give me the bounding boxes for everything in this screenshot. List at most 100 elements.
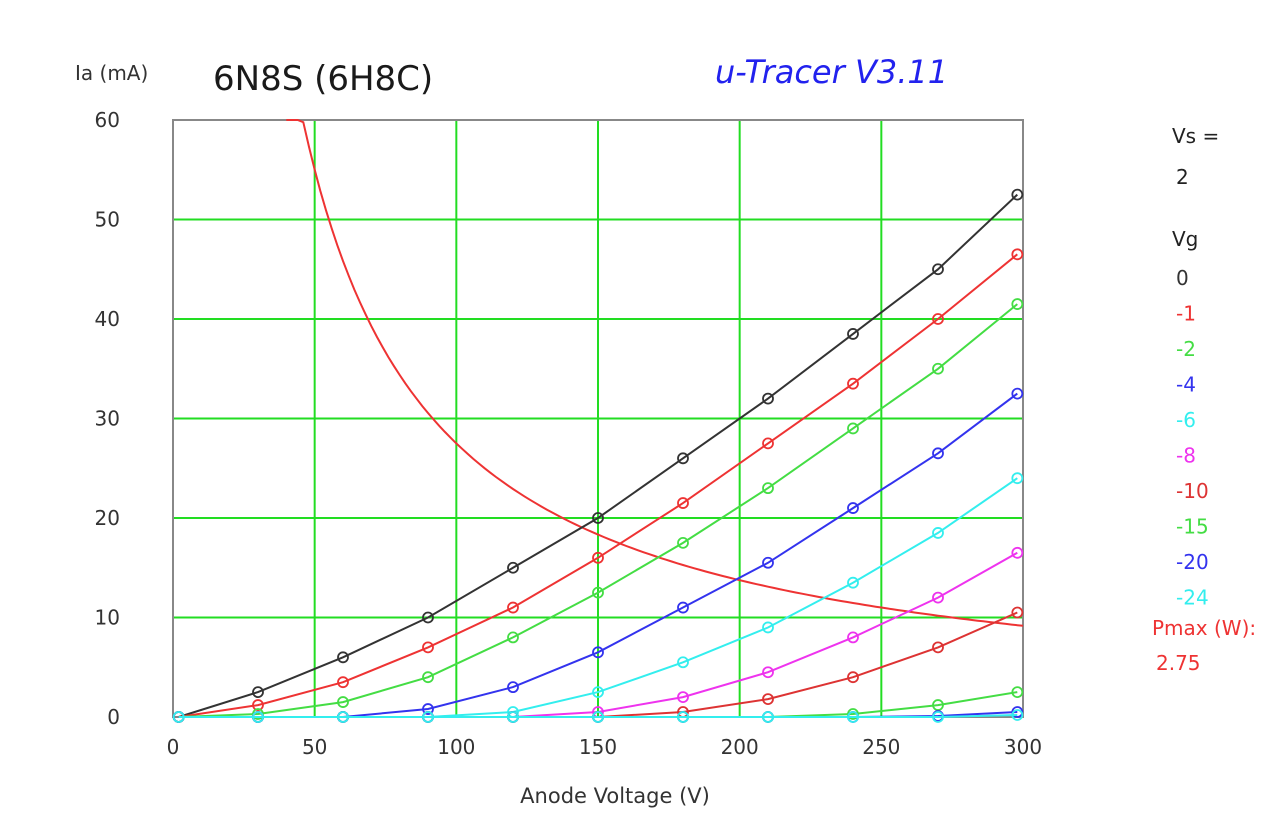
data-point [932,699,944,711]
series-line [178,303,1018,718]
legend-entry: -2 [1176,337,1196,361]
data-point [1011,546,1024,559]
data-point [932,641,944,654]
data-point [677,711,689,723]
data-point [1011,387,1024,400]
legend-entry: -20 [1176,550,1209,574]
data-point [762,482,774,495]
data-point [847,711,859,723]
data-point [1011,606,1024,619]
data-point [847,631,859,644]
data-point [252,711,264,723]
data-point [677,601,689,614]
series-line [178,193,1018,718]
data-point [592,586,604,599]
data-point [592,711,604,723]
pmax-curve [286,119,1024,627]
y-tick-label: 60 [95,108,120,132]
data-point [762,392,774,405]
data-point [507,631,519,644]
data-point [932,527,944,539]
legend-entry: -8 [1176,444,1196,468]
data-point [1011,188,1024,201]
data-point [1011,298,1024,310]
y-tick-label: 50 [95,208,120,232]
data-point [762,666,774,679]
legend-entry: -1 [1176,302,1196,326]
data-point [847,502,859,514]
legend: Vs = 2 Vg 0 -1 -2 -4 -6 -8 -10 -15 -20 -24 Pmax (… [1152,124,1256,675]
pmax-line [286,119,1024,627]
data-point [592,551,604,564]
x-axis-ticks: 0 50 100 150 200 250 300 [167,735,1042,759]
data-point [847,576,859,589]
data-point [1011,709,1024,721]
data-point [932,591,944,604]
y-tick-label: 20 [95,506,120,530]
data-point [932,263,944,276]
brand-label: u-Tracer V3.11 [715,53,948,91]
data-point [847,422,859,435]
data-point [337,651,349,664]
x-tick-label: 300 [1004,735,1042,759]
data-point [507,561,519,574]
legend-entry: -4 [1176,373,1196,397]
y-tick-label: 30 [95,407,120,431]
y-axis-ticks: 0 10 20 30 40 50 60 [95,108,120,729]
data-point [847,377,859,390]
x-tick-label: 150 [579,735,617,759]
legend-vg-label: Vg [1172,227,1198,251]
x-tick-label: 0 [167,735,180,759]
data-point [677,536,689,549]
data-point [677,691,689,703]
data-point [677,656,689,669]
data-point [932,447,944,460]
legend-pmax-value: 2.75 [1156,651,1201,675]
series-line [178,714,1018,718]
data-point [762,693,774,705]
data-point [337,696,349,708]
series-group [172,188,1024,723]
legend-entry: -10 [1176,479,1209,503]
data-point [592,686,604,699]
series-line [178,253,1018,718]
data-point [507,601,519,614]
y-tick-label: 40 [95,307,120,331]
data-point [422,671,434,684]
legend-vs-label: Vs = [1172,124,1219,148]
x-tick-label: 50 [302,735,327,759]
data-point [592,646,604,659]
chart-title: 6N8S (6H8C) [213,59,433,99]
legend-entry: -6 [1176,408,1196,432]
data-point [172,711,185,723]
data-point [762,556,774,569]
data-point [1011,472,1024,485]
y-axis-label: Ia (mA) [75,61,148,85]
legend-entries: 0 -1 -2 -4 -6 -8 -10 -15 -20 -24 [1176,266,1209,610]
data-point [422,611,434,624]
data-point [252,686,264,699]
data-point [422,711,434,723]
data-point [252,699,264,711]
data-point [677,452,689,465]
legend-pmax-label: Pmax (W): [1152,616,1256,640]
data-point [422,641,434,654]
data-point [847,671,859,684]
data-point [932,362,944,375]
y-tick-label: 0 [107,705,120,729]
y-tick-label: 10 [95,606,120,630]
data-point [932,313,944,325]
data-point [677,497,689,509]
data-point [847,328,859,340]
data-point [762,437,774,450]
grid [173,120,1023,717]
legend-entry: 0 [1176,266,1189,290]
data-point [337,676,349,689]
data-point [1011,248,1024,261]
x-axis-label: Anode Voltage (V) [520,784,710,808]
series-1 [172,248,1024,723]
data-point [592,512,604,524]
data-point [422,703,434,715]
data-point [762,711,774,723]
